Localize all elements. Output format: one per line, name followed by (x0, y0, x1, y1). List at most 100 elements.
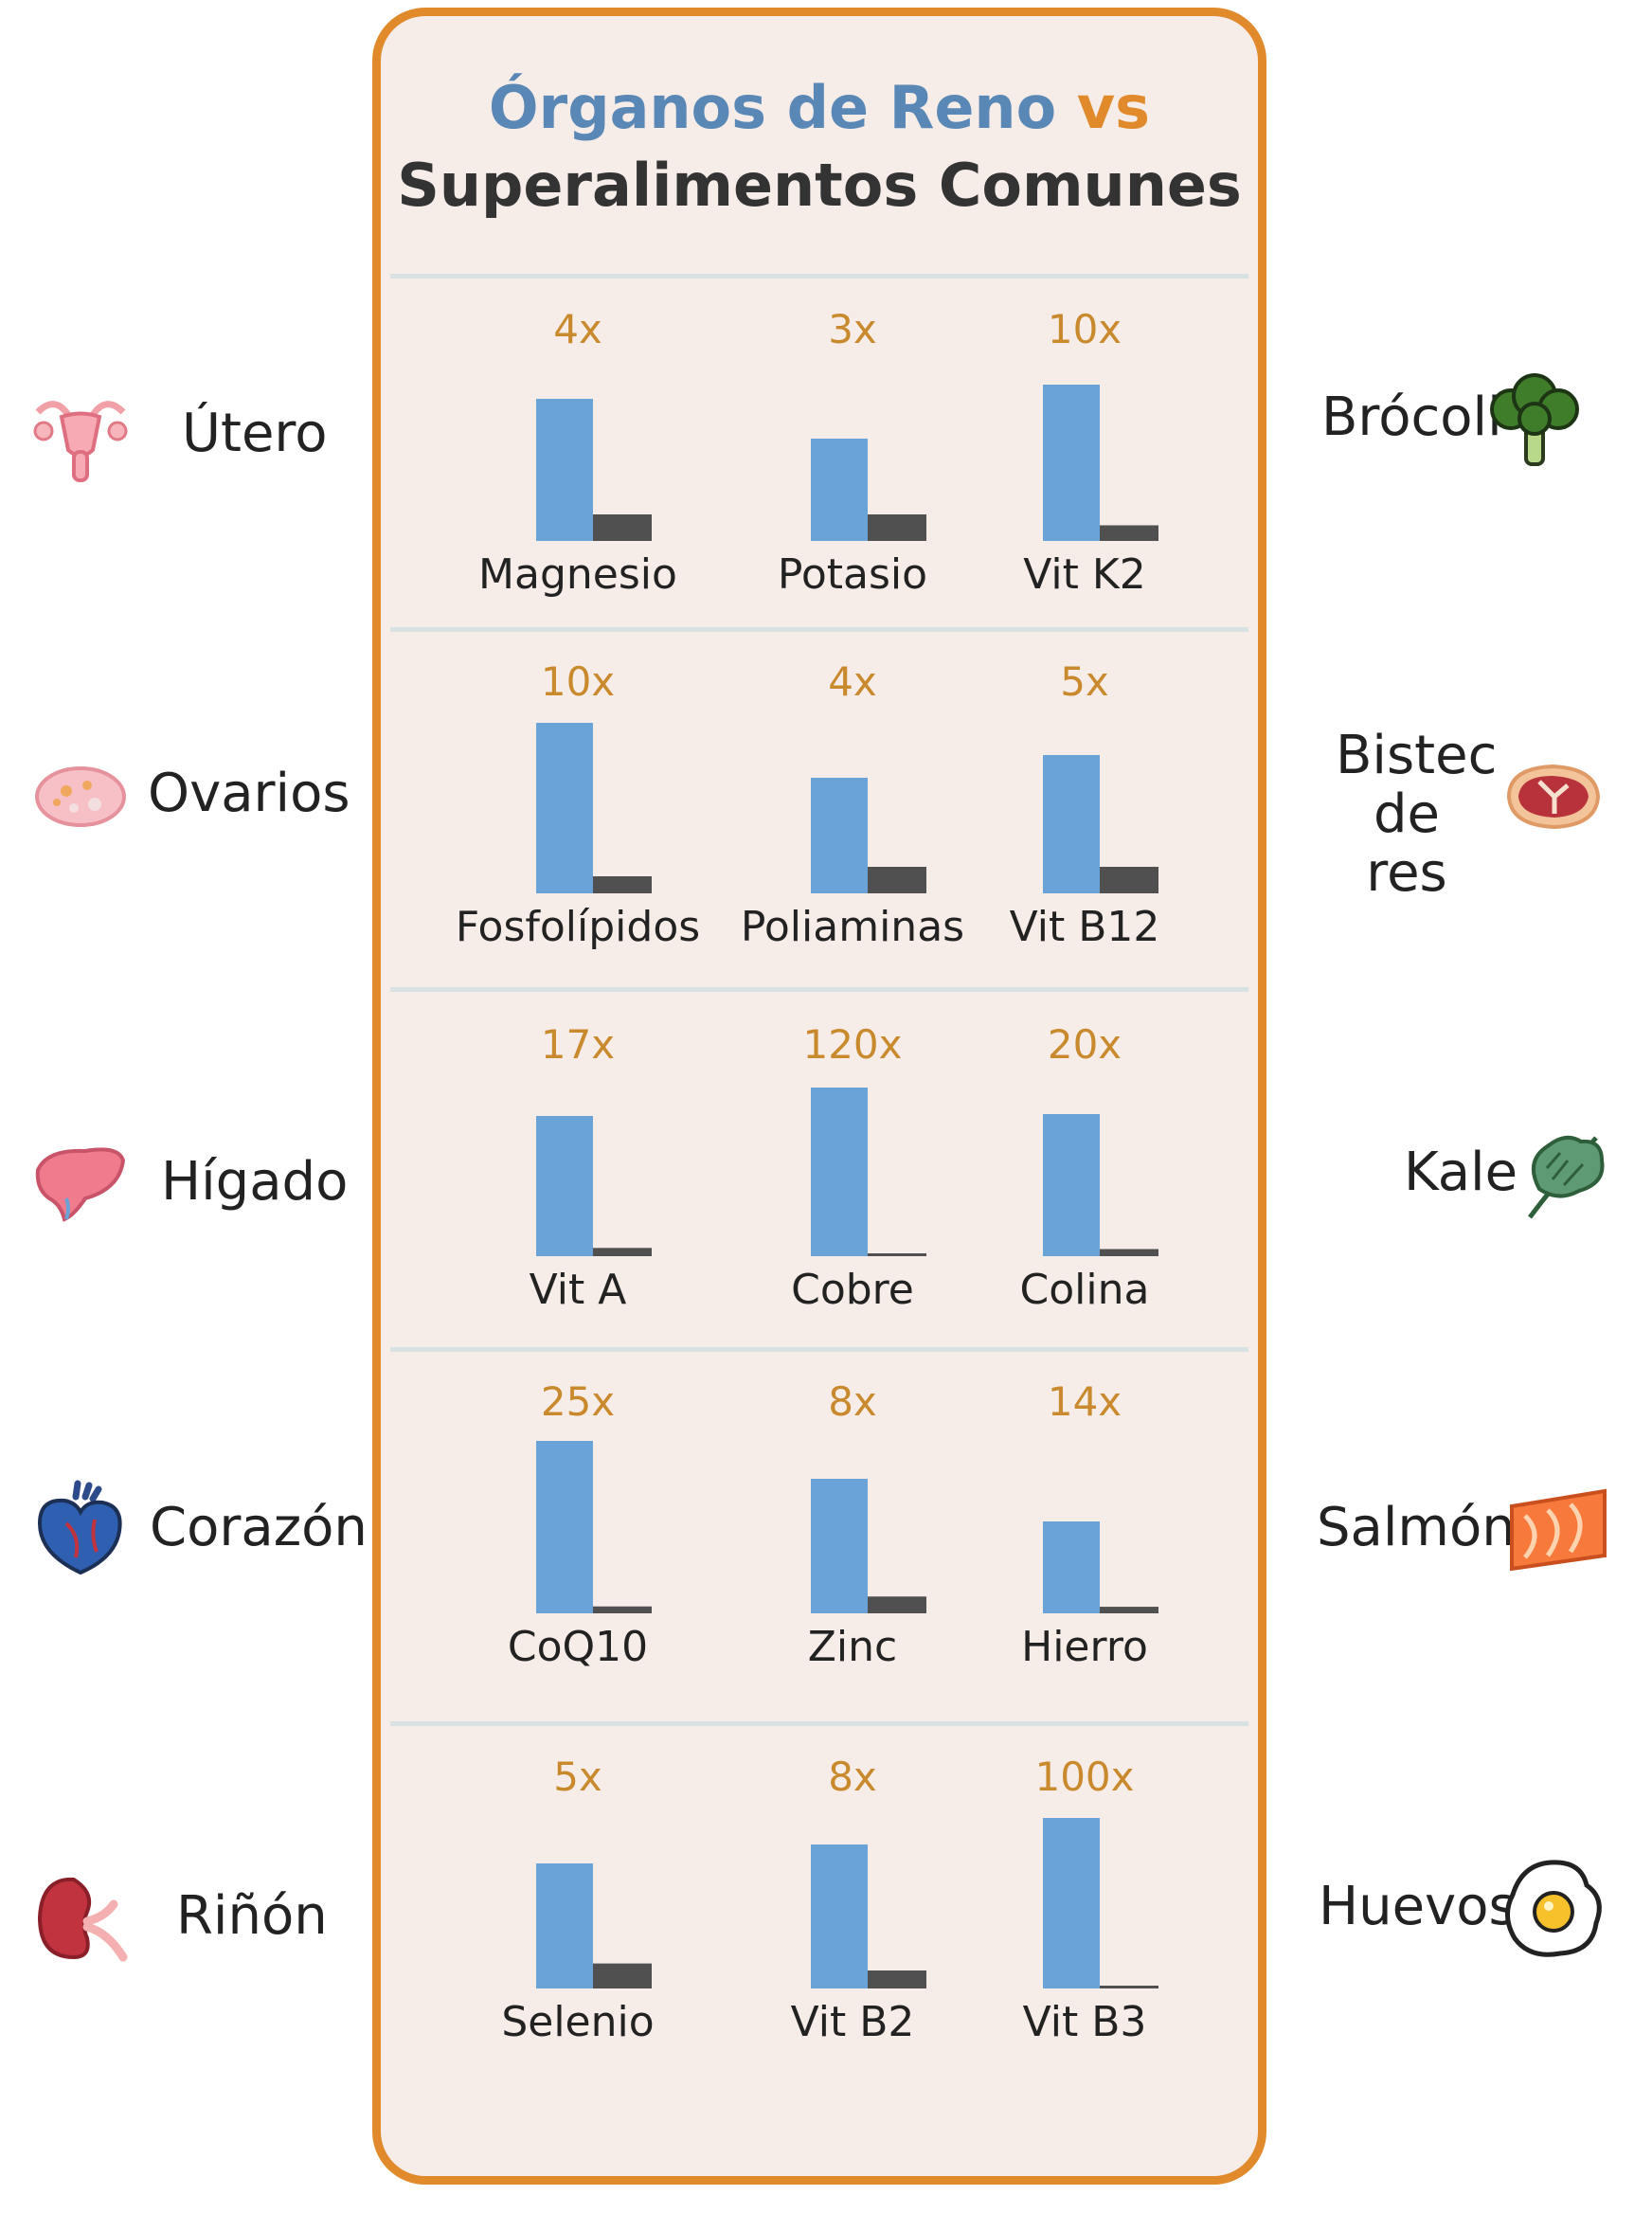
organ-bar (1043, 1114, 1100, 1256)
row-divider (390, 627, 1248, 632)
comparison-row: 4x Magnesio 3x Potasio 10x Vit K2 (381, 283, 1258, 624)
nutrient-cell: 4x Poliaminas (729, 636, 976, 977)
comparison-row: 25x CoQ10 8x Zinc 14x Hierro (381, 1356, 1258, 1697)
title-organs: Órganos de Reno (488, 73, 1057, 142)
food-bar (868, 1970, 926, 1988)
nutrient-cell: 8x Vit B2 (729, 1731, 976, 2072)
organ-bar (1043, 1521, 1100, 1613)
bar-pair (536, 723, 652, 893)
chart-title: Órganos de Reno vs Superalimentos Comune… (381, 69, 1258, 225)
bar-pair (811, 1088, 926, 1256)
kidney-icon (28, 1866, 133, 1974)
comparison-panel: Órganos de Reno vs Superalimentos Comune… (372, 8, 1266, 2185)
food-bar (868, 514, 926, 541)
organ-label: Hígado (161, 1151, 349, 1213)
nutrient-cell: 14x Hierro (961, 1356, 1208, 1697)
organ-bar (1043, 755, 1100, 893)
organ-bar (811, 1844, 868, 1988)
nutrient-label: Fosfolípidos (455, 903, 701, 951)
ovaries-icon (28, 744, 133, 852)
food-bar (593, 514, 652, 541)
comparison-row: 5x Selenio 8x Vit B2 100x Vit B3 (381, 1731, 1258, 2072)
organ-bar (1043, 1818, 1100, 1988)
organ-bar (1043, 385, 1100, 541)
row-divider (390, 274, 1248, 279)
nutrient-cell: 25x CoQ10 (455, 1356, 701, 1697)
multiplier-label: 8x (828, 1754, 877, 1800)
bar-pair (1043, 1521, 1158, 1613)
food-label: Huevos (1319, 1876, 1517, 1937)
bar-pair (536, 1116, 652, 1256)
organ-bar (811, 778, 868, 893)
multiplier-label: 5x (1060, 658, 1109, 705)
multiplier-label: 14x (1047, 1378, 1122, 1425)
nutrient-label: Vit A (529, 1266, 627, 1314)
food-bar (868, 1596, 926, 1613)
nutrient-label: Zinc (807, 1623, 898, 1671)
bar-pair (1043, 1114, 1158, 1256)
organ-bar (536, 399, 593, 541)
multiplier-label: 20x (1047, 1021, 1122, 1068)
comparison-row: 17x Vit A 120x Cobre 20x Colina (381, 999, 1258, 1340)
bar-pair (536, 399, 652, 541)
multiplier-label: 100x (1034, 1754, 1135, 1800)
food-bar (1100, 525, 1158, 541)
nutrient-label: Poliaminas (740, 903, 965, 951)
bar-pair (536, 1441, 652, 1613)
bar-pair (811, 1479, 926, 1613)
nutrient-cell: 5x Vit B12 (961, 636, 1208, 977)
nutrient-cell: 100x Vit B3 (961, 1731, 1208, 2072)
nutrient-cell: 5x Selenio (455, 1731, 701, 2072)
broccoli-icon (1482, 368, 1587, 476)
nutrient-cell: 120x Cobre (729, 999, 976, 1340)
multiplier-label: 4x (828, 658, 877, 705)
multiplier-label: 17x (540, 1021, 616, 1068)
food-bar (1100, 1249, 1158, 1256)
nutrient-label: Vit B2 (790, 1998, 915, 2046)
multiplier-label: 8x (828, 1378, 877, 1425)
food-bar (1100, 1986, 1158, 1988)
nutrient-cell: 20x Colina (961, 999, 1208, 1340)
nutrient-label: Cobre (791, 1266, 914, 1314)
nutrient-cell: 4x Magnesio (455, 283, 701, 624)
organ-bar (811, 439, 868, 541)
title-vs: vs (1076, 73, 1151, 142)
nutrient-label: Vit K2 (1023, 550, 1146, 599)
multiplier-label: 5x (553, 1754, 602, 1800)
organ-bar (536, 1863, 593, 1988)
food-bar (1100, 867, 1158, 893)
bar-pair (1043, 1818, 1158, 1988)
organ-bar (536, 723, 593, 893)
food-label: Brócoli (1321, 387, 1502, 448)
nutrient-cell: 17x Vit A (455, 999, 701, 1340)
row-divider (390, 1721, 1248, 1726)
nutrient-cell: 3x Potasio (729, 283, 976, 624)
nutrient-label: Magnesio (478, 550, 677, 599)
organ-bar (811, 1479, 868, 1613)
organ-bar (536, 1116, 593, 1256)
kale-icon (1511, 1123, 1615, 1231)
liver-icon (28, 1132, 133, 1240)
food-bar (593, 1248, 652, 1256)
food-label: Kale (1403, 1142, 1518, 1203)
nutrient-label: Vit B12 (1009, 903, 1160, 951)
food-bar (1100, 1607, 1158, 1613)
multiplier-label: 25x (540, 1378, 616, 1425)
food-label: Salmón (1317, 1497, 1516, 1558)
bar-pair (811, 439, 926, 541)
multiplier-label: 120x (802, 1021, 903, 1068)
row-divider (390, 1347, 1248, 1352)
nutrient-cell: 10x Fosfolípidos (455, 636, 701, 977)
organ-label: Riñón (176, 1885, 328, 1947)
egg-icon (1501, 1857, 1606, 1965)
multiplier-label: 3x (828, 306, 877, 352)
food-bar (593, 1963, 652, 1988)
multiplier-label: 10x (540, 658, 616, 705)
organ-label: Ovarios (148, 763, 350, 824)
uterus-icon (28, 384, 133, 492)
organ-label: Corazón (150, 1497, 368, 1558)
nutrient-cell: 8x Zinc (729, 1356, 976, 1697)
nutrient-label: Vit B3 (1022, 1998, 1147, 2046)
multiplier-label: 10x (1047, 306, 1122, 352)
heart-organ-icon (28, 1478, 133, 1586)
